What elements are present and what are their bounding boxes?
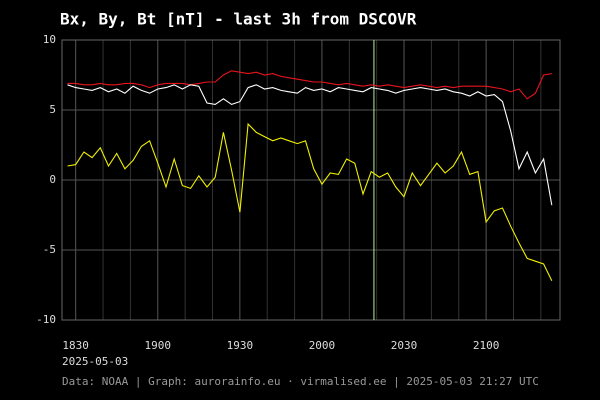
y-tick-label: -10	[36, 313, 56, 326]
chart-title: Bx, By, Bt [nT] - last 3h from DSCOVR	[60, 10, 417, 29]
y-tick-label: 0	[49, 173, 56, 186]
x-tick-label: 2030	[391, 339, 418, 352]
series-line	[67, 84, 553, 206]
x-tick-label: 2100	[473, 339, 500, 352]
x-tick-label: 1930	[227, 339, 254, 352]
date-label: 2025-05-03	[62, 355, 128, 368]
y-tick-label: 5	[49, 103, 56, 116]
series-line	[67, 122, 553, 282]
x-tick-label: 1900	[145, 339, 172, 352]
y-tick-label: -5	[43, 243, 56, 256]
series-line	[67, 70, 552, 100]
y-tick-label: 10	[43, 33, 56, 46]
footer: Data: NOAA | Graph: aurorainfo.eu · virm…	[62, 375, 539, 388]
x-tick-label: 2000	[309, 339, 336, 352]
x-tick-label: 1830	[62, 339, 89, 352]
plot-frame	[61, 39, 561, 321]
